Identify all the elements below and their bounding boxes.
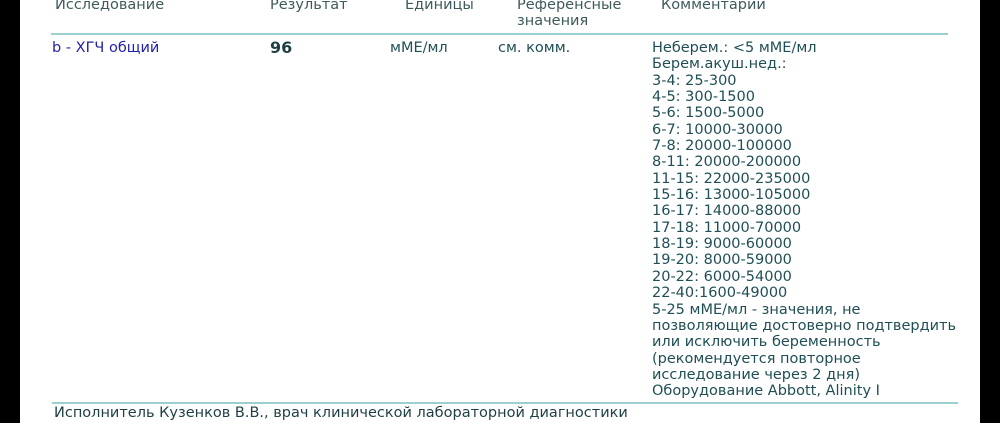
footer-divider (52, 402, 958, 404)
comment-line: 22-40:1600-49000 (652, 285, 788, 302)
units-value: мМЕ/мл (390, 40, 448, 56)
header-comment: Комментарий (661, 0, 766, 13)
comment-line: 20-22: 6000-54000 (652, 268, 792, 285)
header-units: Единицы (405, 0, 474, 13)
comment-line: позволяющие достоверно подтвердить (652, 317, 957, 334)
reference-value: см. комм. (498, 40, 571, 56)
comment-line: 4-5: 300-1500 (652, 89, 755, 106)
comment-line: 11-15: 22000-235000 (652, 170, 811, 187)
comment-line: 8-11: 20000-200000 (652, 154, 802, 171)
comment-line: 3-4: 25-300 (652, 72, 737, 89)
performer-text: Исполнитель Кузенков В.В., врач клиничес… (54, 405, 628, 421)
comment-line: 18-19: 9000-60000 (652, 236, 792, 253)
comment-line: (рекомендуется повторное (652, 350, 861, 367)
result-value: 96 (270, 38, 293, 57)
header-reference-line1: Референсные (517, 0, 622, 13)
header-result: Результат (270, 0, 348, 13)
comment-line: 19-20: 8000-59000 (652, 252, 792, 269)
comment-line: 17-18: 11000-70000 (652, 219, 802, 236)
comment-line: Берем.акуш.нед.: (652, 56, 787, 73)
comment-line: Неберем.: <5 мМЕ/мл (652, 40, 817, 56)
comment-line: 16-17: 14000-88000 (652, 203, 802, 220)
header-test: Исследование (55, 0, 165, 13)
comment-line: 5-6: 1500-5000 (652, 105, 765, 122)
lab-report-page: Исследование Результат Единицы Референсн… (20, 0, 980, 423)
comment-line: 6-7: 10000-30000 (652, 121, 783, 138)
comment-line: 5-25 мМЕ/мл - значения, не (652, 301, 861, 318)
test-name: b - ХГЧ общий (52, 40, 160, 56)
comment-line: исследование через 2 дня) (652, 366, 860, 383)
comment-line: 15-16: 13000-105000 (652, 187, 811, 204)
header-divider (51, 33, 948, 35)
header-reference-line2: значения (517, 13, 589, 29)
comment-line: Оборудование Abbott, Alinity I (652, 383, 880, 400)
comment-block: Неберем.: <5 мМЕ/мл Берем.акуш.нед.: 3-4: … (652, 40, 956, 400)
comment-line: или исключить беременность (652, 334, 881, 351)
comment-line: 7-8: 20000-100000 (652, 138, 792, 155)
